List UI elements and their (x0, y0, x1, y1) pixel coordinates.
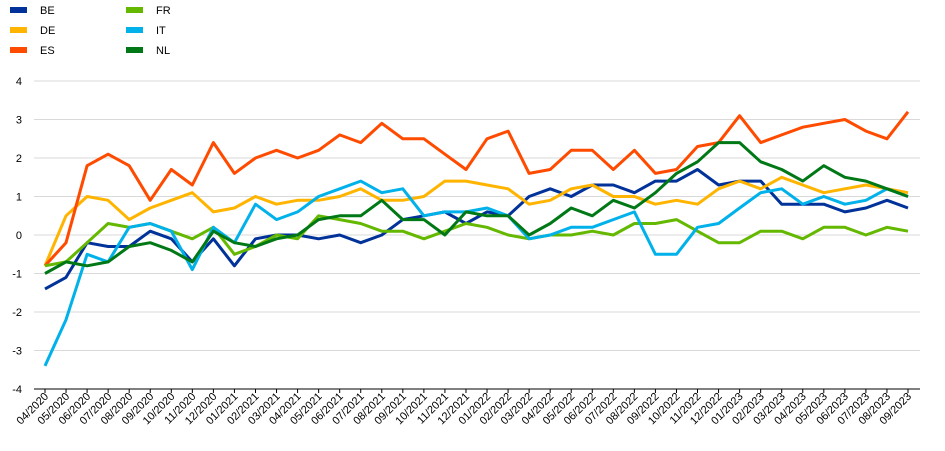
legend-label: IT (156, 25, 166, 37)
y-tick-label: 2 (16, 153, 22, 165)
y-tick-label: -2 (12, 307, 22, 319)
legend-label: DE (40, 25, 55, 37)
legend-label: BE (40, 5, 55, 17)
legend-swatch (126, 47, 143, 53)
y-tick-label: -4 (12, 384, 22, 396)
series-line (43, 179, 909, 367)
y-tick-label: 0 (16, 230, 22, 242)
series-line (44, 214, 909, 268)
legend-swatch (10, 7, 27, 13)
series-line (44, 141, 909, 275)
y-tick-label: -1 (12, 269, 22, 281)
legend-label: NL (156, 45, 170, 57)
series-line (43, 110, 910, 267)
legend-swatch (126, 27, 143, 33)
legend-swatch (10, 27, 27, 33)
y-tick-label: -3 (12, 346, 22, 358)
y-tick-label: 1 (16, 192, 22, 204)
legend-label: ES (40, 45, 55, 57)
y-tick-label: 3 (16, 115, 22, 127)
legend-label: FR (156, 5, 171, 17)
series-line (44, 168, 909, 291)
y-tick-label: 4 (16, 76, 22, 88)
legend-swatch (126, 7, 143, 13)
series-line (43, 175, 909, 267)
legend-swatch (10, 47, 27, 53)
